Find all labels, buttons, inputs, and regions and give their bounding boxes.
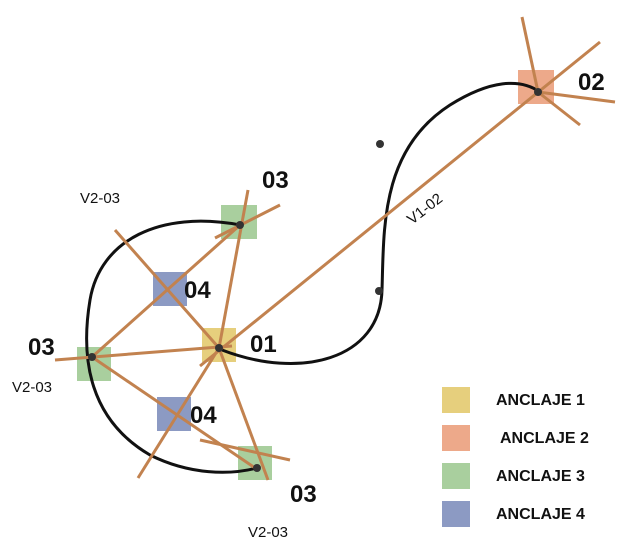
legend-swatch-anclaje-2	[442, 425, 470, 451]
node-label-03-top: 03	[262, 167, 289, 194]
legend-label-anclaje-2: ANCLAJE 2	[500, 430, 589, 447]
node-label-04-upper: 04	[184, 277, 211, 304]
node-label-01: 01	[250, 331, 277, 358]
cable-label-v2-03-bottom: V2-03	[248, 524, 288, 541]
node-label-03-bottom: 03	[290, 481, 317, 508]
node-label-02: 02	[578, 69, 605, 96]
cable-label-v2-03-top: V2-03	[80, 190, 120, 207]
node-label-03-left: 03	[28, 334, 55, 361]
legend-swatch-anclaje-3	[442, 463, 470, 489]
anchor-square-03-left	[77, 347, 111, 381]
legend: ANCLAJE 1 ANCLAJE 2 ANCLAJE 3 ANCLAJE 4	[442, 387, 589, 527]
arc-left	[85, 219, 258, 474]
legend-label-anclaje-3: ANCLAJE 3	[496, 468, 585, 485]
rope-lines	[54, 16, 616, 481]
cable-label-v2-03-left: V2-03	[12, 379, 52, 396]
legend-label-anclaje-1: ANCLAJE 1	[496, 392, 585, 409]
legend-swatch-anclaje-1	[442, 387, 470, 413]
s-curve-main	[221, 81, 541, 365]
legend-swatch-anclaje-4	[442, 501, 470, 527]
junction-dots	[88, 88, 542, 472]
node-label-04-lower: 04	[190, 402, 217, 429]
legend-label-anclaje-4: ANCLAJE 4	[496, 506, 585, 523]
